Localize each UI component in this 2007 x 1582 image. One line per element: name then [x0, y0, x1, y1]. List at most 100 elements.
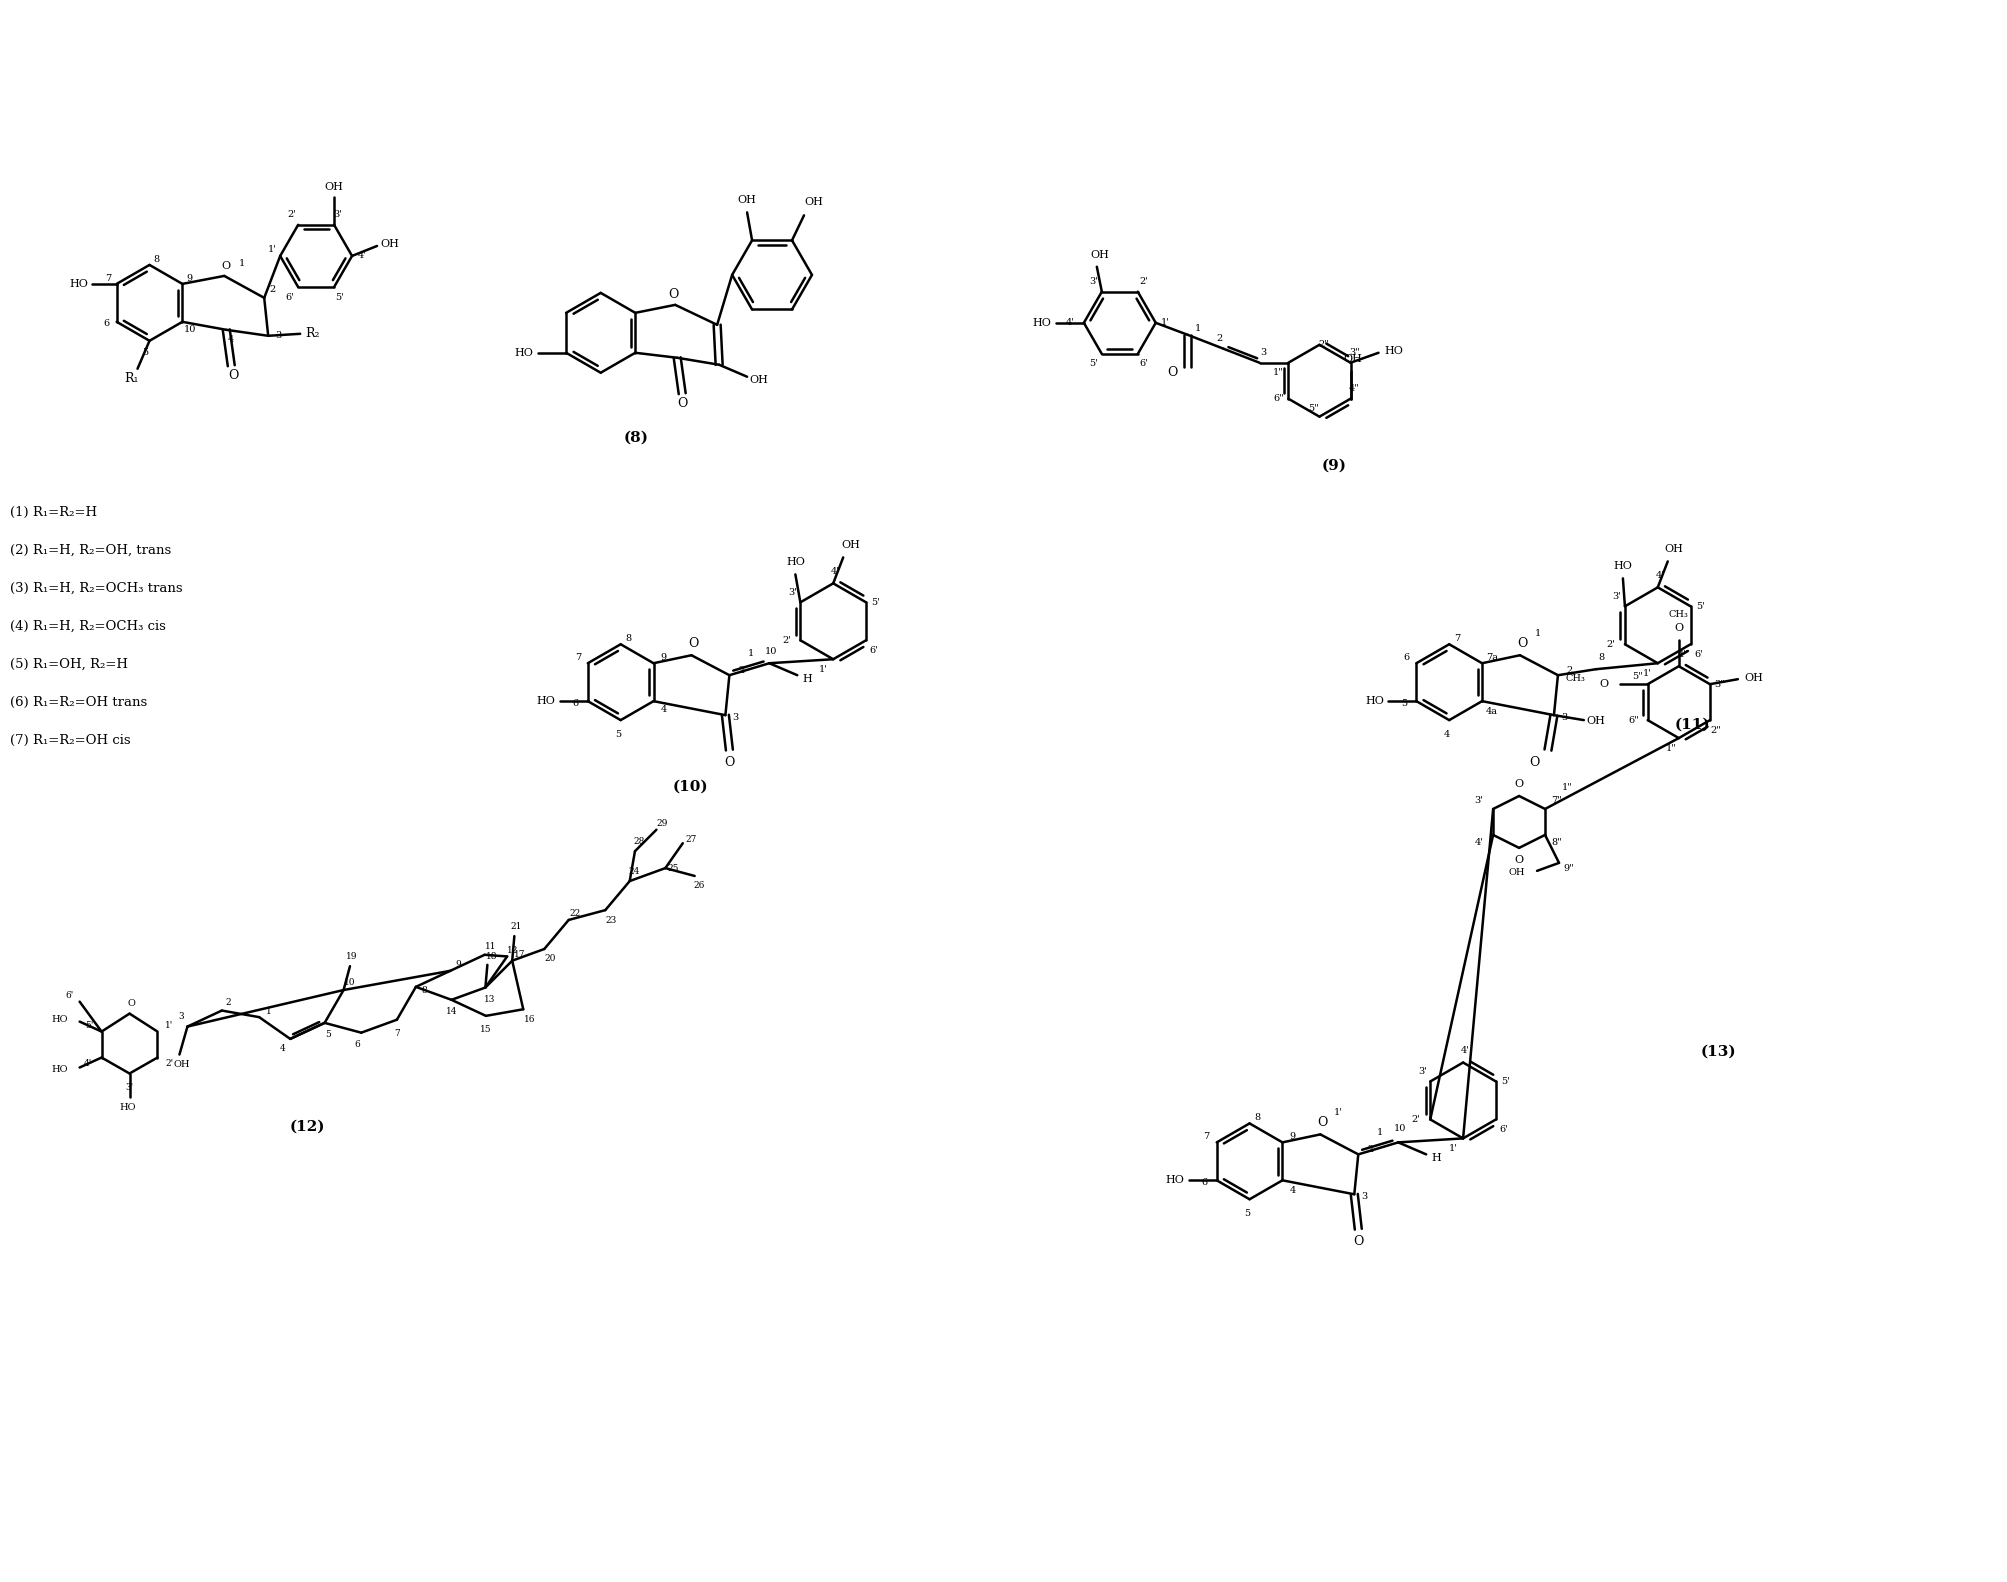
Text: 8: 8 [153, 255, 159, 264]
Text: 6: 6 [353, 1039, 359, 1049]
Text: 1: 1 [1194, 324, 1200, 334]
Text: O: O [1513, 778, 1523, 789]
Text: 23: 23 [606, 916, 616, 924]
Text: R₂: R₂ [305, 327, 319, 340]
Text: OH: OH [173, 1060, 189, 1069]
Text: (13): (13) [1700, 1044, 1736, 1058]
Text: O: O [676, 397, 686, 410]
Text: 5": 5" [1632, 672, 1642, 680]
Text: 7: 7 [1453, 634, 1459, 642]
Text: HO: HO [50, 1065, 68, 1074]
Text: 5": 5" [1307, 403, 1319, 413]
Text: 4': 4' [84, 1058, 92, 1068]
Text: (4) R₁=H, R₂=OCH₃ cis: (4) R₁=H, R₂=OCH₃ cis [10, 620, 165, 633]
Text: 2: 2 [1216, 334, 1222, 343]
Text: HO: HO [1164, 1175, 1184, 1185]
Text: 5': 5' [1696, 601, 1704, 611]
Text: 3: 3 [179, 1012, 185, 1020]
Text: (10): (10) [672, 780, 708, 794]
Text: 27: 27 [684, 835, 696, 843]
Text: 13: 13 [484, 995, 496, 1005]
Text: 1: 1 [267, 1006, 271, 1016]
Text: 6": 6" [1628, 715, 1638, 725]
Text: O: O [1674, 623, 1682, 633]
Text: O: O [229, 369, 239, 383]
Text: 5: 5 [1401, 699, 1407, 707]
Text: (9): (9) [1321, 459, 1347, 473]
Text: (6) R₁=R₂=OH trans: (6) R₁=R₂=OH trans [10, 696, 147, 709]
Text: 1': 1' [1160, 318, 1170, 327]
Text: 19: 19 [345, 952, 357, 960]
Text: 1: 1 [239, 259, 245, 269]
Text: 1': 1' [165, 1020, 173, 1030]
Text: 6: 6 [1200, 1179, 1206, 1186]
Text: 3: 3 [1260, 348, 1266, 358]
Text: O: O [1527, 756, 1539, 769]
Text: 4': 4' [1473, 838, 1483, 848]
Text: 5': 5' [871, 598, 879, 607]
Text: 3: 3 [275, 331, 281, 340]
Text: 8: 8 [1254, 1112, 1260, 1122]
Text: 3': 3' [1417, 1066, 1427, 1076]
Text: 4: 4 [1443, 729, 1449, 739]
Text: 17: 17 [514, 951, 526, 959]
Text: 7: 7 [1202, 1131, 1210, 1141]
Text: (1) R₁=R₂=H: (1) R₁=R₂=H [10, 506, 96, 519]
Text: 11: 11 [484, 943, 496, 951]
Text: OH: OH [749, 375, 769, 384]
Text: H: H [1431, 1153, 1441, 1163]
Text: 1: 1 [749, 649, 755, 658]
Text: 4': 4' [1459, 1046, 1469, 1055]
Text: HO: HO [50, 1016, 68, 1024]
Text: (2) R₁=H, R₂=OH, trans: (2) R₁=H, R₂=OH, trans [10, 544, 171, 557]
Text: 22: 22 [568, 910, 580, 919]
Text: OH: OH [805, 198, 823, 207]
Text: HO: HO [514, 348, 534, 358]
Text: 2': 2' [1411, 1115, 1421, 1123]
Text: 6: 6 [572, 699, 578, 707]
Text: (7) R₁=R₂=OH cis: (7) R₁=R₂=OH cis [10, 734, 130, 747]
Text: HO: HO [1614, 562, 1632, 571]
Text: 6": 6" [1272, 394, 1282, 403]
Text: 3': 3' [333, 210, 343, 220]
Text: 4': 4' [831, 566, 839, 576]
Text: 3: 3 [733, 712, 739, 721]
Text: 1: 1 [1377, 1128, 1383, 1137]
Text: 2: 2 [269, 285, 275, 294]
Text: 1': 1' [1447, 1144, 1457, 1153]
Text: HO: HO [1365, 696, 1383, 706]
Text: 28: 28 [632, 837, 644, 846]
Text: OH: OH [325, 182, 343, 191]
Text: 1': 1' [819, 664, 827, 674]
Text: 6': 6' [1499, 1125, 1507, 1134]
Text: 3": 3" [1714, 680, 1724, 688]
Text: 4': 4' [1654, 571, 1664, 581]
Text: 10: 10 [1393, 1123, 1405, 1133]
Text: 3': 3' [124, 1084, 134, 1092]
Text: 5': 5' [1501, 1077, 1509, 1085]
Text: 9: 9 [1288, 1131, 1295, 1141]
Text: 7: 7 [106, 274, 112, 283]
Text: O: O [668, 288, 678, 302]
Text: 1": 1" [1272, 369, 1282, 377]
Text: 16: 16 [524, 1014, 534, 1024]
Text: O: O [1598, 679, 1608, 690]
Text: 2': 2' [165, 1058, 173, 1068]
Text: 6': 6' [1694, 650, 1702, 658]
Text: 18: 18 [486, 952, 498, 962]
Text: O: O [221, 261, 231, 271]
Text: O: O [725, 756, 735, 769]
Text: 4: 4 [660, 704, 666, 713]
Text: 5: 5 [1244, 1209, 1250, 1218]
Text: 3': 3' [1612, 592, 1620, 601]
Text: 15: 15 [480, 1025, 492, 1035]
Text: OH: OH [1586, 717, 1604, 726]
Text: 9": 9" [1563, 864, 1573, 873]
Text: 20: 20 [544, 954, 556, 963]
Text: CH₃: CH₃ [1668, 609, 1688, 619]
Text: O: O [1353, 1234, 1363, 1248]
Text: 2': 2' [287, 210, 297, 220]
Text: 8: 8 [421, 986, 427, 995]
Text: 10: 10 [765, 647, 777, 657]
Text: 25: 25 [666, 864, 678, 873]
